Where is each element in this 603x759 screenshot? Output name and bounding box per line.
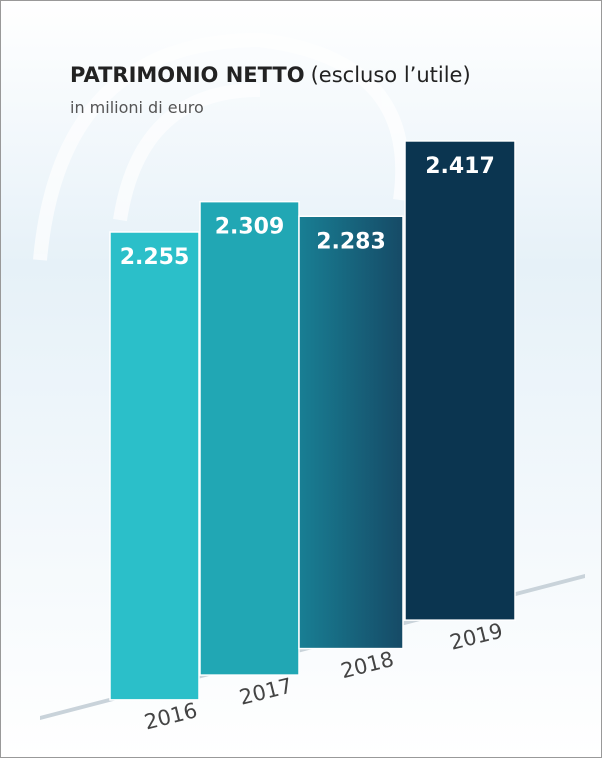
value-label: 2.309 bbox=[215, 215, 285, 240]
value-label: 2.255 bbox=[120, 245, 190, 270]
watermark bbox=[33, 32, 410, 261]
title-bold: PATRIMONIO NETTO bbox=[70, 63, 305, 87]
title-suffix: (escluso l’utile) bbox=[311, 63, 471, 87]
value-label: 2.283 bbox=[316, 229, 386, 254]
bar bbox=[404, 140, 516, 621]
bar bbox=[298, 215, 404, 650]
bar bbox=[109, 231, 200, 701]
value-label: 2.417 bbox=[425, 154, 495, 179]
bar bbox=[199, 200, 300, 676]
chart-title: PATRIMONIO NETTO (escluso l’utile) bbox=[70, 63, 471, 87]
chart-subtitle: in milioni di euro bbox=[70, 98, 204, 117]
